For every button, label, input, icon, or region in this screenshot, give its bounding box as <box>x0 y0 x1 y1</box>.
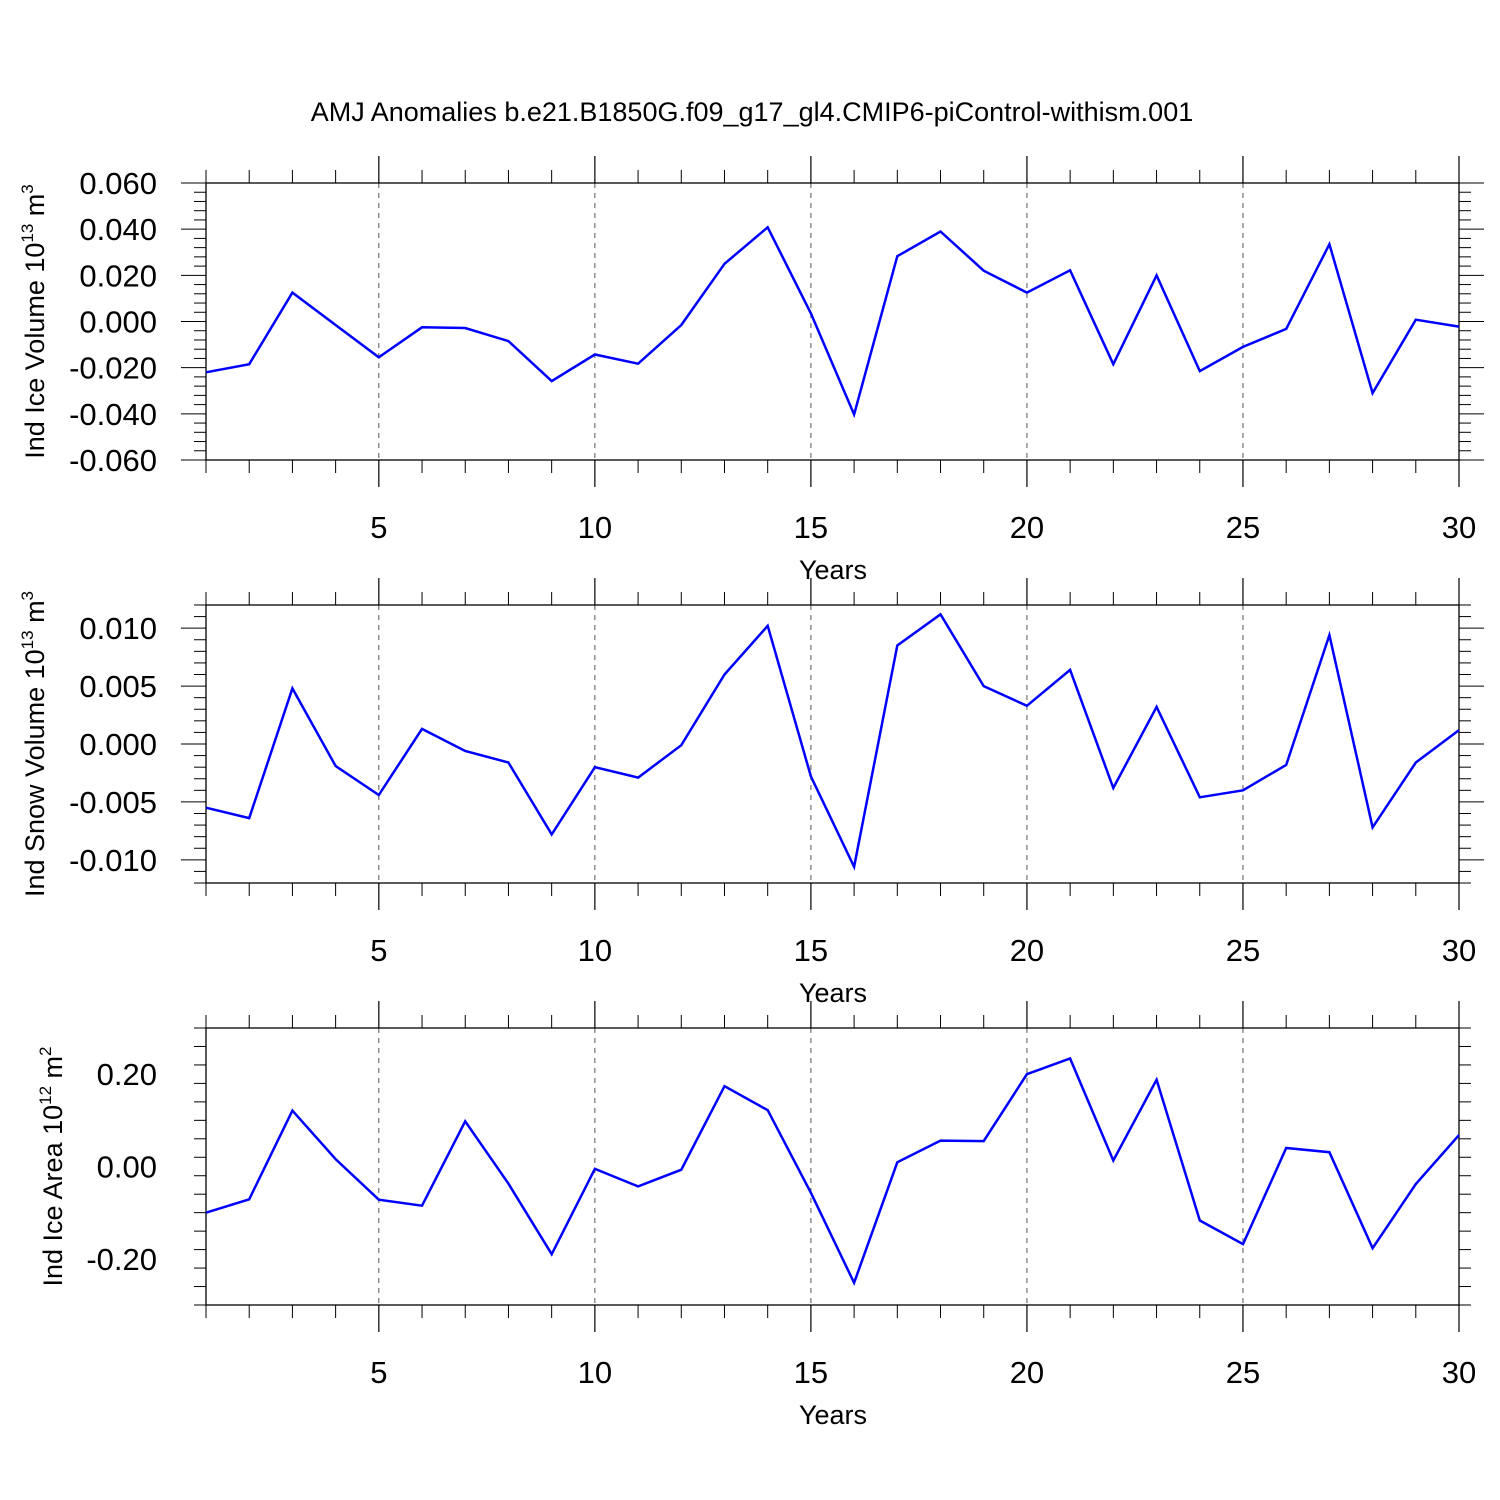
x-tick-label: 20 <box>1010 933 1044 968</box>
x-tick-label: 15 <box>794 933 828 968</box>
y-tick-label: -0.020 <box>69 351 157 386</box>
y-tick-label: 0.000 <box>79 727 157 762</box>
chart-title: AMJ Anomalies b.e21.B1850G.f09_g17_gl4.C… <box>311 97 1193 127</box>
x-tick-label: 15 <box>794 1355 828 1390</box>
y-tick-label: 0.020 <box>79 258 157 293</box>
x-tick-label: 10 <box>578 1355 612 1390</box>
x-tick-label: 30 <box>1442 1355 1476 1390</box>
x-tick-label: 5 <box>370 1355 387 1390</box>
y-tick-label: -0.20 <box>86 1242 157 1277</box>
x-axis-label: Years <box>799 555 867 585</box>
panel-1: -0.060 -0.040 -0.020 0.000 0.020 0.040 0.060 5 1… <box>18 156 1484 585</box>
x-tick-label: 30 <box>1442 510 1476 545</box>
panel-2: -0.010 -0.005 0.000 0.005 0.010 5 10 15 20 25 30 Ye… <box>18 578 1484 1008</box>
x-tick-label: 30 <box>1442 933 1476 968</box>
x-tick-label: 10 <box>578 510 612 545</box>
y-tick-label: -0.060 <box>69 443 157 478</box>
x-tick-label: 20 <box>1010 510 1044 545</box>
x-tick-label: 5 <box>370 510 387 545</box>
y-tick-label: -0.010 <box>69 843 157 878</box>
x-axis-label: Years <box>799 978 867 1008</box>
y-axis-label: Ind Ice Volume 1013 m3 <box>18 184 50 459</box>
x-tick-label: 5 <box>370 933 387 968</box>
y-tick-label: 0.000 <box>79 305 157 340</box>
y-tick-label: 0.040 <box>79 212 157 247</box>
x-tick-label: 25 <box>1226 1355 1260 1390</box>
x-axis-label: Years <box>799 1400 867 1430</box>
y-tick-label: 0.060 <box>79 166 157 201</box>
y-axis-label: Ind Ice Area 1012 m2 <box>36 1046 68 1286</box>
y-tick-label: 0.20 <box>97 1057 157 1092</box>
series-line <box>205 225 1460 419</box>
y-tick-label: -0.005 <box>69 785 157 820</box>
x-tick-label: 25 <box>1226 933 1260 968</box>
y-axis-label: Ind Snow Volume 1013 m3 <box>18 591 50 897</box>
y-tick-label: 0.005 <box>79 669 157 704</box>
y-tick-label: -0.040 <box>69 397 157 432</box>
series-line <box>205 1056 1460 1287</box>
x-tick-label: 15 <box>794 510 828 545</box>
panel-3: -0.20 0.00 0.20 5 10 15 20 25 30 Years Ind Ice Are… <box>36 1001 1476 1430</box>
series-line <box>205 612 1460 871</box>
y-tick-label: 0.010 <box>79 611 157 646</box>
plot-frame <box>205 1027 1460 1306</box>
x-tick-label: 25 <box>1226 510 1260 545</box>
y-tick-label: 0.00 <box>97 1150 157 1185</box>
x-tick-label: 10 <box>578 933 612 968</box>
x-tick-label: 20 <box>1010 1355 1044 1390</box>
